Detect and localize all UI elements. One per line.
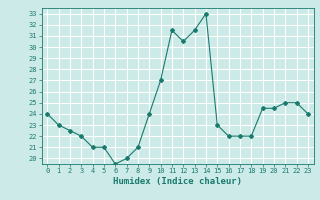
X-axis label: Humidex (Indice chaleur): Humidex (Indice chaleur) [113,177,242,186]
